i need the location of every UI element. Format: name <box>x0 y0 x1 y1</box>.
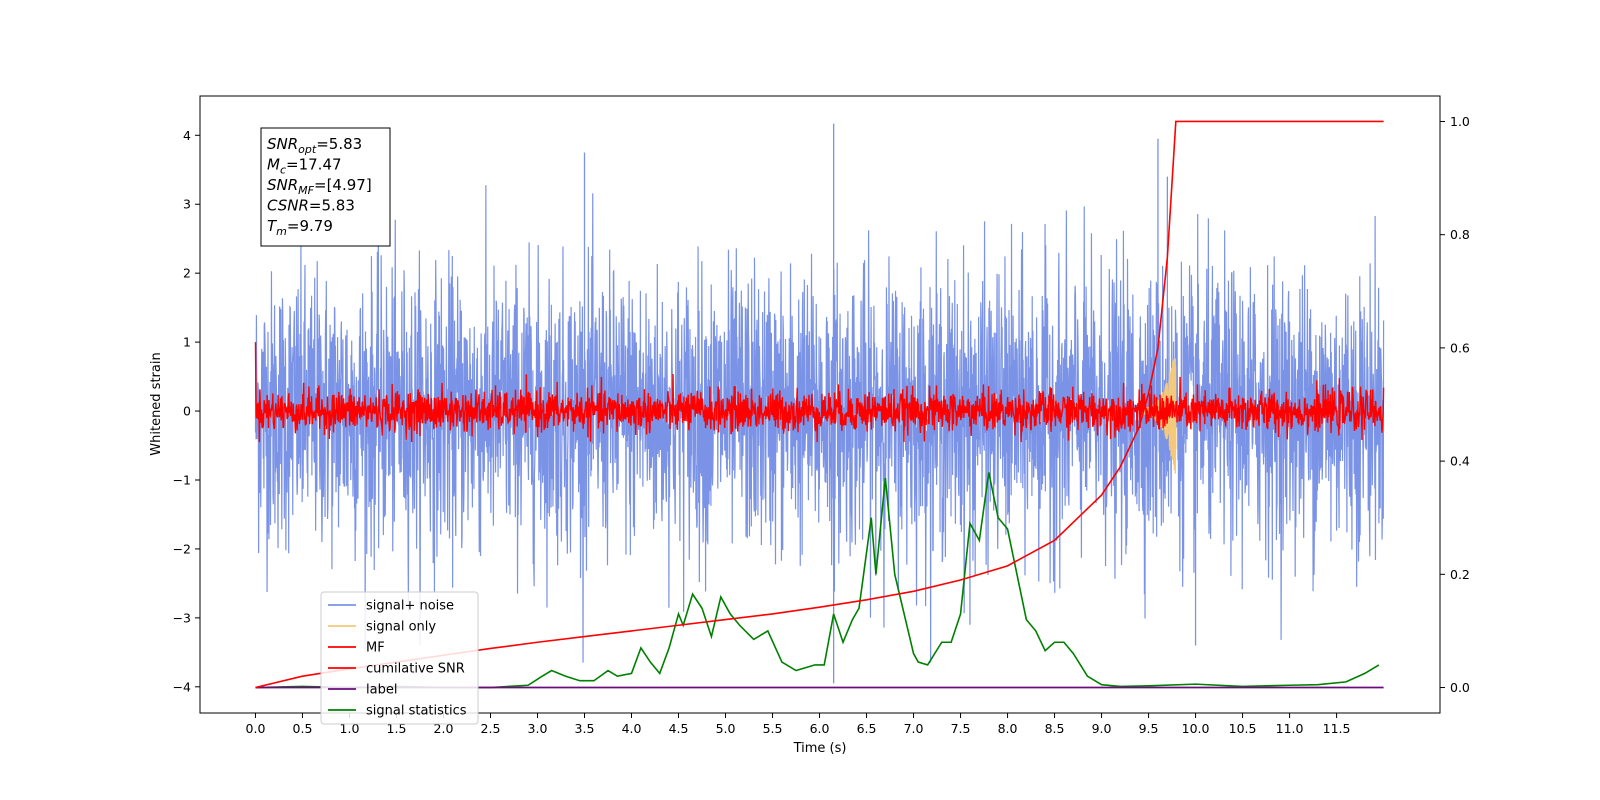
x-tick-label: 1.0 <box>340 721 360 736</box>
x-tick-label: 3.5 <box>575 721 595 736</box>
x-tick-label: 10.0 <box>1182 721 1210 736</box>
y-tick-label: 1 <box>183 335 191 350</box>
x-tick-label: 8.0 <box>998 721 1018 736</box>
x-axis-label: Time (s) <box>793 741 847 756</box>
x-tick-label: 1.5 <box>387 721 407 736</box>
annotation-line: Tm=9.79 <box>267 217 333 238</box>
y-tick-label: 4 <box>183 128 191 143</box>
x-tick-label: 0.5 <box>293 721 313 736</box>
y-tick-label: −4 <box>173 679 191 694</box>
x-tick-label: 11.0 <box>1276 721 1304 736</box>
x-tick-label: 7.5 <box>951 721 971 736</box>
x-tick-label: 7.0 <box>904 721 924 736</box>
annotation-box: SNRopt=5.83Mc=17.47SNRMF=[4.97]CSNR=5.83… <box>260 127 391 247</box>
annotation-line: SNRMF=[4.97] <box>267 176 372 197</box>
x-tick-label: 2.5 <box>481 721 501 736</box>
x-tick-label: 6.0 <box>810 721 830 736</box>
y-tick-label: 3 <box>183 197 191 212</box>
x-tick-label: 4.5 <box>669 721 689 736</box>
y2-tick-label: 1.0 <box>1450 114 1470 129</box>
y-axis-right: 0.0 0.2 0.4 0.6 0.8 1.0 <box>1440 114 1470 695</box>
x-tick-label: 5.0 <box>716 721 736 736</box>
x-tick-label: 9.0 <box>1092 721 1112 736</box>
y-axis-label: Whitened strain <box>149 352 164 455</box>
y-tick-label: 0 <box>183 404 191 419</box>
x-tick-label: 4.0 <box>622 721 642 736</box>
x-tick-label: 0.0 <box>246 721 266 736</box>
annotation-frame <box>260 127 391 247</box>
y-tick-label: 2 <box>183 266 191 281</box>
y-tick-label: −1 <box>173 472 191 487</box>
x-tick-label: 2.0 <box>434 721 454 736</box>
x-tick-label: 5.5 <box>763 721 783 736</box>
legend-label: cumilative SNR <box>366 662 465 677</box>
y2-tick-label: 0.2 <box>1450 567 1470 582</box>
legend-frame <box>320 591 479 725</box>
annotation-line: SNRopt=5.83 <box>267 135 362 156</box>
plot-area <box>254 120 1385 689</box>
series-signal-noise <box>254 185 1385 663</box>
x-tick-label: 10.5 <box>1229 721 1257 736</box>
y2-tick-label: 0.0 <box>1450 680 1470 695</box>
legend-label: signal only <box>366 620 436 635</box>
y2-tick-label: 0.4 <box>1450 454 1470 469</box>
series-mf <box>254 342 1385 443</box>
y2-tick-label: 0.8 <box>1450 227 1470 242</box>
y2-tick-label: 0.6 <box>1450 340 1470 355</box>
x-tick-label: 8.5 <box>1045 721 1065 736</box>
legend-label: label <box>366 683 397 698</box>
x-tick-label: 9.5 <box>1139 721 1159 736</box>
legend-label: signal+ noise <box>366 599 454 614</box>
x-tick-label: 11.5 <box>1323 721 1351 736</box>
x-tick-label: 3.0 <box>528 721 548 736</box>
legend: signal+ noise signal only MF cumilative SNR… <box>320 591 479 725</box>
legend-label: signal statistics <box>366 704 467 719</box>
y-axis-left: −4 −3 −2 −1 0 1 2 3 4 <box>173 128 200 694</box>
y-tick-label: −3 <box>173 610 191 625</box>
series-signal-statistics <box>255 472 1380 689</box>
y-tick-label: −2 <box>173 541 191 556</box>
x-tick-label: 6.5 <box>857 721 877 736</box>
legend-label: MF <box>366 641 385 656</box>
annotation-line: CSNR=5.83 <box>267 197 355 215</box>
annotation-line: Mc=17.47 <box>267 156 342 177</box>
